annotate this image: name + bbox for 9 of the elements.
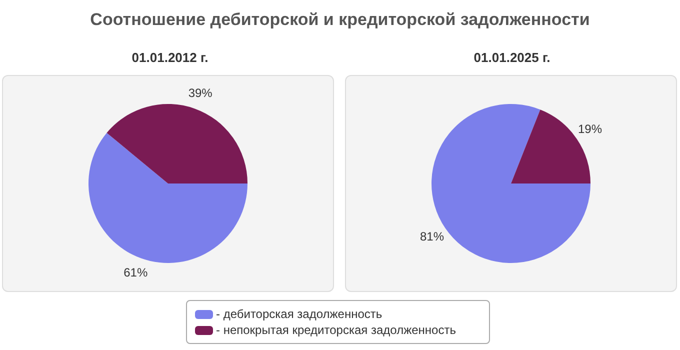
data-label: 81% <box>420 229 444 244</box>
chart-title: 01.01.2025 г. <box>472 50 552 65</box>
chart-subtitle: 01.01.2012 г. <box>130 50 210 65</box>
legend-label: - непокрытая кредиторская задолженность <box>216 323 456 337</box>
legend-label: - дебиторская задолженность <box>216 307 382 321</box>
data-label: 61% <box>124 266 148 280</box>
data-label: 19% <box>578 122 602 136</box>
chart-title: Соотношение дебиторской и кредиторской задолженности <box>89 10 591 30</box>
data-label: 39% <box>188 86 213 100</box>
